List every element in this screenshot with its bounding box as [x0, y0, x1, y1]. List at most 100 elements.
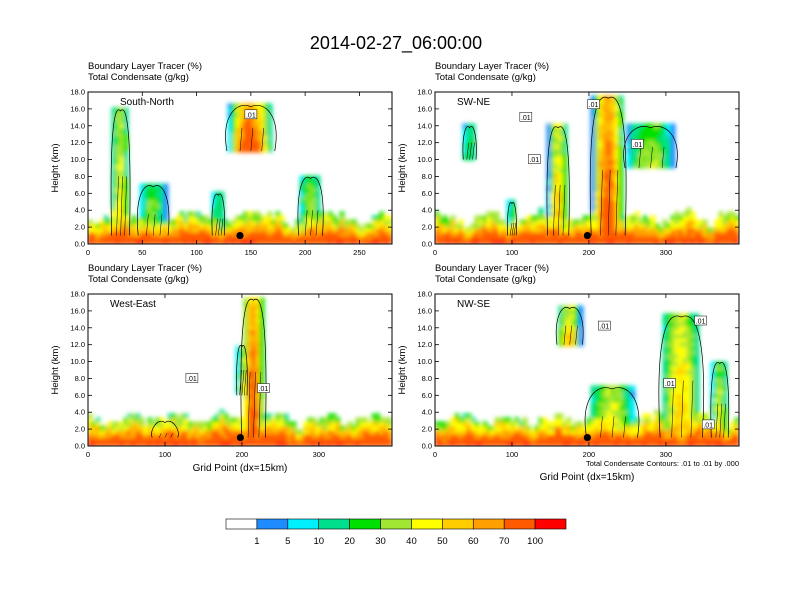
y-tick-label: 14.0 [417, 121, 432, 130]
panel-name: NW-SE [457, 299, 490, 310]
y-tick-label: 14.0 [417, 323, 432, 332]
colorbar-label: 50 [437, 536, 448, 547]
x-tick-label: 200 [583, 450, 596, 459]
y-tick-label: 16.0 [70, 104, 85, 113]
contour-label-box [701, 419, 715, 430]
colorbar-swatch [380, 518, 412, 530]
condensate-contour [589, 96, 627, 236]
contour-label: .01 [529, 157, 539, 164]
axes-frame [434, 293, 740, 447]
y-tick-label: 10.0 [417, 357, 432, 366]
condensate-contour [225, 105, 277, 152]
colorbar-label: 5 [285, 536, 290, 547]
x-tick-label: 0 [433, 450, 437, 459]
x-tick-label: 100 [159, 450, 172, 459]
y-tick-label: 10.0 [70, 357, 85, 366]
panel-title-line2: Total Condensate (g/kg) [88, 274, 189, 285]
panel-title-line2: Total Condensate (g/kg) [88, 72, 189, 83]
y-tick-label: 6.0 [75, 189, 85, 198]
panel-south-north: Boundary Layer Tracer (%)Total Condensat… [50, 61, 393, 257]
colorbar-swatch [534, 518, 567, 530]
y-tick-label: 18.0 [70, 88, 85, 97]
x-axis-label: Grid Point (dx=15km) [540, 472, 635, 483]
x-tick-label: 100 [506, 248, 519, 257]
y-tick-label: 6.0 [422, 391, 432, 400]
panel-name: West-East [110, 299, 156, 310]
y-tick-label: 0.0 [422, 240, 432, 249]
y-tick-label: 16.0 [70, 306, 85, 315]
panel-sw-ne: Boundary Layer Tracer (%)Total Condensat… [397, 61, 740, 257]
panel-title-line1: Boundary Layer Tracer (%) [88, 263, 202, 274]
colorbar-swatch [287, 518, 320, 530]
condensate-contour [462, 126, 477, 160]
condensate-contour [584, 387, 640, 438]
colorbar-label: 30 [375, 536, 386, 547]
y-tick-label: 12.0 [417, 138, 432, 147]
colorbar-swatch [349, 518, 381, 530]
contour-label-box [631, 139, 644, 149]
colorbar-label: 100 [527, 536, 543, 547]
contour-label-box [519, 112, 533, 122]
contour-label-box [587, 99, 600, 109]
condensate-contour [555, 306, 584, 345]
y-tick-label: 18.0 [70, 290, 85, 299]
contour-label-box [185, 373, 199, 383]
panel-title-line2: Total Condensate (g/kg) [435, 72, 536, 83]
colorbar-swatch [318, 518, 350, 530]
colorbar-label: 60 [468, 536, 479, 547]
y-tick-label: 4.0 [422, 408, 432, 417]
y-tick-label: 14.0 [70, 121, 85, 130]
condensate-contour [137, 185, 170, 236]
x-tick-label: 200 [583, 248, 596, 257]
y-tick-label: 4.0 [75, 408, 85, 417]
y-tick-label: 4.0 [422, 206, 432, 215]
y-tick-label: 8.0 [75, 374, 85, 383]
contour-label: .01 [246, 112, 256, 119]
contour-label: .01 [633, 142, 643, 149]
colorbar-label: 1 [254, 536, 259, 547]
contour-label-box [244, 109, 258, 120]
y-axis-label: Height (km) [50, 345, 61, 394]
panels: Boundary Layer Tracer (%)Total Condensat… [50, 61, 740, 483]
y-tick-label: 0.0 [75, 442, 85, 451]
condensate-contour [110, 109, 131, 236]
y-tick-label: 8.0 [422, 374, 432, 383]
x-tick-label: 0 [86, 450, 90, 459]
x-axis-label: Grid Point (dx=15km) [193, 463, 288, 474]
x-tick-label: 250 [353, 248, 366, 257]
panel-title-line1: Boundary Layer Tracer (%) [435, 263, 549, 274]
axes-frame [87, 293, 393, 447]
colorbar-swatch [442, 518, 474, 530]
x-tick-label: 0 [86, 248, 90, 257]
axes-frame [434, 91, 740, 245]
colorbar-swatch [472, 518, 505, 530]
tracer-field: .01 .01 [88, 294, 392, 446]
contour-label-box [257, 383, 270, 393]
y-tick-label: 12.0 [70, 340, 85, 349]
contour-label: .01 [259, 386, 269, 393]
contour-label: .01 [589, 102, 599, 109]
x-tick-label: 100 [506, 450, 519, 459]
colorbar-swatch [411, 518, 443, 530]
condensate-contour [151, 420, 179, 438]
y-tick-label: 2.0 [422, 425, 432, 434]
y-tick-label: 0.0 [422, 442, 432, 451]
y-tick-label: 8.0 [75, 172, 85, 181]
y-tick-label: 14.0 [70, 323, 85, 332]
y-tick-label: 10.0 [417, 155, 432, 164]
contour-label-box [663, 378, 676, 388]
contour-footnote: Total Condensate Contours: .01 to .01 by… [586, 459, 739, 468]
contour-label: .01 [696, 319, 706, 326]
x-tick-label: 300 [660, 248, 673, 257]
y-tick-label: 10.0 [70, 155, 85, 164]
colorbar-label: 40 [406, 536, 417, 547]
location-marker [583, 433, 591, 442]
location-marker [236, 231, 244, 240]
condensate-contour [211, 193, 225, 236]
contour-label-box [598, 320, 611, 331]
contour-label-box [694, 315, 707, 326]
condensate-contour [658, 315, 705, 438]
y-tick-label: 4.0 [75, 206, 85, 215]
condensate-contour [507, 202, 517, 236]
x-tick-label: 300 [313, 450, 326, 459]
